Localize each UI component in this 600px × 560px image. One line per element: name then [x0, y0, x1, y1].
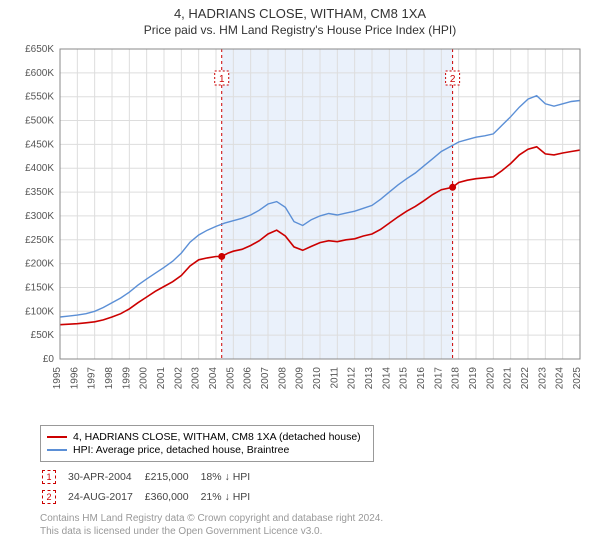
svg-text:£650K: £650K [25, 44, 54, 55]
svg-text:£50K: £50K [31, 330, 55, 341]
svg-text:2000: 2000 [139, 367, 150, 390]
svg-text:£100K: £100K [25, 306, 54, 317]
svg-text:1998: 1998 [104, 367, 115, 390]
svg-text:2013: 2013 [364, 367, 375, 390]
legend-label: 4, HADRIANS CLOSE, WITHAM, CM8 1XA (deta… [73, 431, 361, 443]
event-delta: 21% ↓ HPI [201, 488, 261, 506]
svg-text:£150K: £150K [25, 282, 54, 293]
svg-text:2001: 2001 [156, 367, 167, 390]
event-price: £215,000 [145, 468, 199, 486]
event-marker-icon: 2 [42, 490, 56, 504]
chart-subtitle: Price paid vs. HM Land Registry's House … [0, 23, 600, 37]
svg-text:2011: 2011 [329, 367, 340, 389]
svg-text:2019: 2019 [468, 367, 479, 390]
svg-text:2007: 2007 [260, 367, 271, 390]
chart-area: £0 £50K £100K £150K £200K £250K £300K £350K £400… [10, 39, 590, 419]
svg-text:2016: 2016 [416, 367, 427, 390]
svg-text:2015: 2015 [399, 367, 410, 390]
event-date: 30-APR-2004 [68, 468, 143, 486]
event-price: £360,000 [145, 488, 199, 506]
footer-line-2: This data is licensed under the Open Gov… [40, 525, 590, 538]
events-table: 1 30-APR-2004£215,00018% ↓ HPI 2 24-AUG-201… [40, 466, 262, 508]
svg-text:£600K: £600K [25, 68, 54, 79]
svg-text:2002: 2002 [173, 367, 184, 390]
svg-text:2: 2 [450, 74, 456, 85]
svg-text:2012: 2012 [347, 367, 358, 390]
event-row: 1 30-APR-2004£215,00018% ↓ HPI [42, 468, 260, 486]
svg-text:£450K: £450K [25, 139, 54, 150]
svg-text:2023: 2023 [537, 367, 548, 390]
legend-label: HPI: Average price, detached house, Brai… [73, 444, 289, 456]
legend-item: 4, HADRIANS CLOSE, WITHAM, CM8 1XA (deta… [47, 431, 367, 443]
legend-swatch [47, 449, 67, 451]
svg-text:£200K: £200K [25, 259, 54, 270]
chart-header: 4, HADRIANS CLOSE, WITHAM, CM8 1XA Price… [0, 0, 600, 39]
legend-swatch [47, 436, 67, 438]
svg-text:2009: 2009 [295, 367, 306, 390]
svg-text:1995: 1995 [52, 367, 63, 390]
svg-text:2003: 2003 [191, 367, 202, 390]
svg-text:2024: 2024 [555, 367, 566, 390]
svg-text:2010: 2010 [312, 367, 323, 390]
price-chart: £0 £50K £100K £150K £200K £250K £300K £350K £400… [10, 39, 590, 419]
svg-text:2020: 2020 [485, 367, 496, 390]
svg-text:1999: 1999 [121, 367, 132, 390]
legend: 4, HADRIANS CLOSE, WITHAM, CM8 1XA (deta… [40, 425, 374, 462]
legend-item: HPI: Average price, detached house, Brai… [47, 444, 367, 456]
svg-text:2022: 2022 [520, 367, 531, 390]
svg-text:1996: 1996 [69, 367, 80, 390]
svg-text:£500K: £500K [25, 116, 54, 127]
chart-title: 4, HADRIANS CLOSE, WITHAM, CM8 1XA [0, 6, 600, 21]
event-marker-icon: 1 [42, 470, 56, 484]
svg-text:2017: 2017 [433, 367, 444, 390]
event-date: 24-AUG-2017 [68, 488, 143, 506]
svg-text:£350K: £350K [25, 187, 54, 198]
svg-text:2014: 2014 [381, 367, 392, 390]
event-delta: 18% ↓ HPI [201, 468, 261, 486]
svg-text:£550K: £550K [25, 92, 54, 103]
svg-text:1: 1 [219, 74, 225, 85]
svg-text:2025: 2025 [572, 367, 583, 390]
svg-text:£400K: £400K [25, 163, 54, 174]
svg-text:2008: 2008 [277, 367, 288, 390]
footer-note: Contains HM Land Registry data © Crown c… [40, 512, 590, 538]
svg-text:2018: 2018 [451, 367, 462, 390]
svg-text:£250K: £250K [25, 235, 54, 246]
event-row: 2 24-AUG-2017£360,00021% ↓ HPI [42, 488, 260, 506]
footer-line-1: Contains HM Land Registry data © Crown c… [40, 512, 590, 525]
svg-text:2005: 2005 [225, 367, 236, 390]
svg-text:£0: £0 [43, 354, 55, 365]
svg-text:2021: 2021 [503, 367, 514, 390]
svg-text:2006: 2006 [243, 367, 254, 390]
svg-text:£300K: £300K [25, 211, 54, 222]
svg-text:2004: 2004 [208, 367, 219, 390]
svg-text:1997: 1997 [87, 367, 98, 390]
